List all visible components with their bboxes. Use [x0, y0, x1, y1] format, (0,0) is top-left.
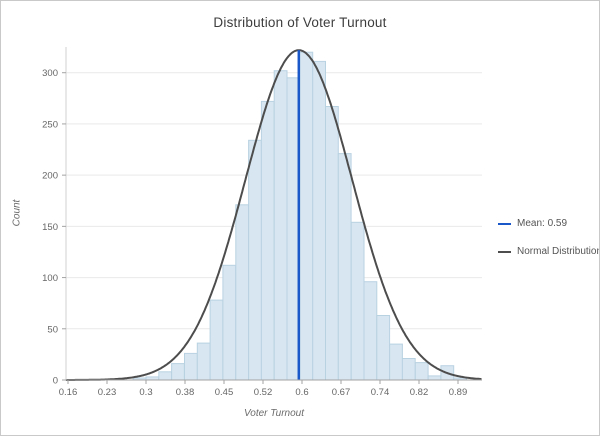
x-tick-label: 0.52: [254, 387, 273, 398]
histogram-bar: [414, 362, 429, 381]
histogram-bar: [222, 264, 237, 381]
x-axis-title: Voter Turnout: [243, 408, 305, 419]
y-tick-label: 0: [53, 376, 58, 387]
histogram-bar: [235, 204, 250, 381]
y-tick-label: 250: [42, 119, 58, 130]
histogram-bar: [389, 343, 403, 381]
histogram-bar: [350, 221, 365, 381]
legend-item-normal-distribution[interactable]: Normal Distribution: [498, 246, 600, 257]
y-tick-label: 300: [42, 68, 58, 79]
y-tick-label: 50: [47, 324, 58, 335]
x-tick-label: 0.82: [410, 387, 429, 398]
histogram-bar: [273, 70, 288, 381]
histogram-bar: [248, 139, 262, 381]
legend-item-mean[interactable]: Mean: 0.59: [498, 218, 567, 229]
normal-distribution-swatch: [498, 250, 511, 253]
histogram-bar: [376, 315, 391, 381]
y-tick-label: 100: [42, 273, 58, 284]
histogram-bar: [171, 363, 185, 381]
chart-title: Distribution of Voter Turnout: [213, 15, 387, 30]
histogram-bar: [312, 60, 327, 381]
histogram-bar: [158, 371, 173, 381]
histogram-bar: [363, 281, 378, 381]
x-tick-label: 0.45: [215, 387, 234, 398]
histogram-bar: [427, 375, 442, 381]
histogram-bar: [196, 342, 211, 381]
histogram-bar: [260, 100, 275, 381]
histogram-bar: [184, 352, 198, 381]
normal-distribution-curve: [65, 49, 482, 381]
x-tick-label: 0.6: [295, 387, 308, 398]
y-tick-label: 200: [42, 171, 58, 182]
x-tick-label: 0.67: [332, 387, 351, 398]
mean-line-swatch: [498, 222, 511, 225]
x-tick-label: 0.3: [139, 387, 152, 398]
y-axis-title: Count: [11, 199, 23, 227]
x-tick-label: 0.38: [176, 387, 195, 398]
x-tick-label: 0.74: [371, 387, 390, 398]
x-tick-label: 0.23: [98, 387, 117, 398]
y-tick-label: 150: [42, 222, 58, 233]
x-tick-label: 0.16: [59, 387, 78, 398]
histogram-bar: [209, 299, 224, 381]
legend-label-normal-distribution: Normal Distribution: [517, 246, 600, 257]
legend-label-mean: Mean: 0.59: [517, 218, 568, 229]
histogram-bar: [299, 51, 314, 381]
x-tick-label: 0.89: [449, 387, 468, 398]
histogram-bar: [401, 358, 416, 381]
histogram-bar: [337, 153, 352, 381]
histogram-bar: [325, 106, 339, 381]
